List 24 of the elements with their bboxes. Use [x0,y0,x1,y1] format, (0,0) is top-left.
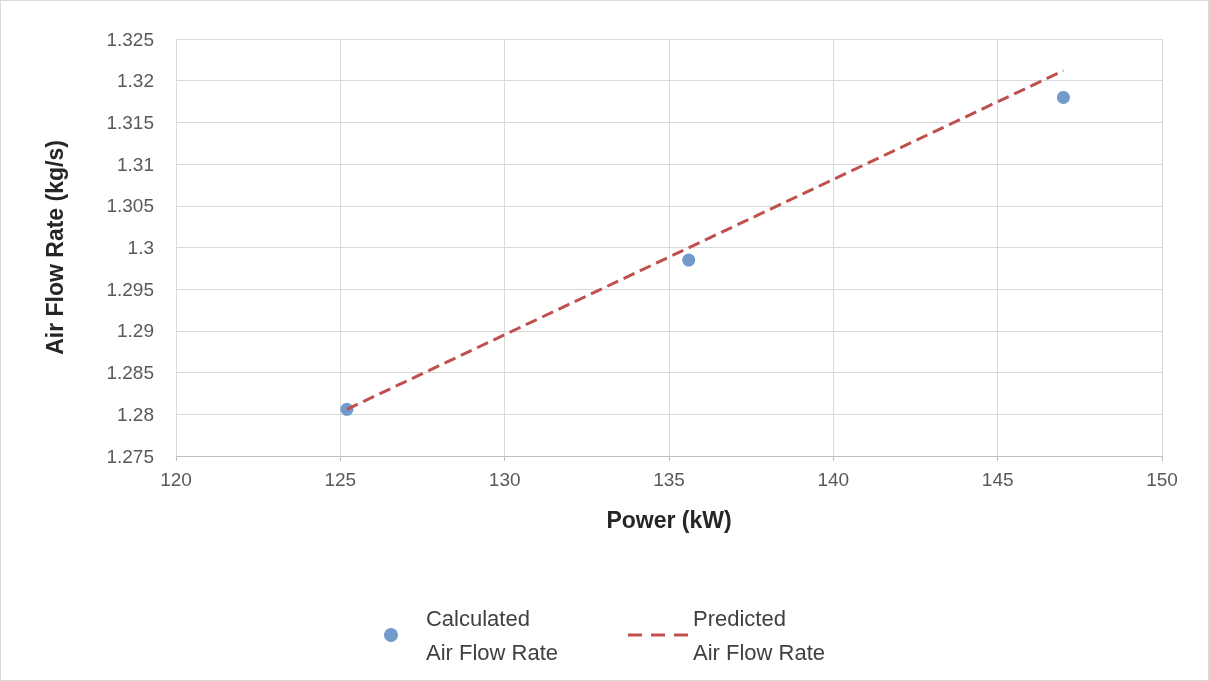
y-tick-label: 1.325 [106,28,154,50]
x-tick-label: 120 [160,469,192,490]
legend-label: Predicted Air Flow Rate [693,605,826,665]
x-tick-label: 130 [488,469,521,490]
y-tick-label: 1.295 [106,278,154,300]
y-tick-label: 1.305 [106,195,154,217]
y-tick-label: 1.29 [117,320,154,342]
y-tick-label: 1.32 [117,70,154,92]
y-tick-label: 1.285 [106,362,154,384]
x-tick-label: 145 [981,469,1014,490]
x-tick-label: 150 [1146,469,1178,490]
x-tick-label: 135 [653,469,685,490]
y-tick-label: 1.315 [106,111,154,133]
point [1056,90,1070,104]
y-axis-title: Air Flow Rate (kg/s) [41,140,68,355]
y-tick-label: 1.31 [117,153,154,175]
y-tick-label: 1.275 [106,445,154,467]
y-tick-label: 1.28 [117,403,154,425]
x-axis-title: Power (kW) [606,506,732,533]
y-tick-label: 1.3 [127,237,154,258]
x-tick-label: 140 [817,469,850,490]
point [682,253,696,267]
x-tick-label: 125 [324,469,357,490]
legend-label: Calculated Air Flow Rate [425,605,559,665]
